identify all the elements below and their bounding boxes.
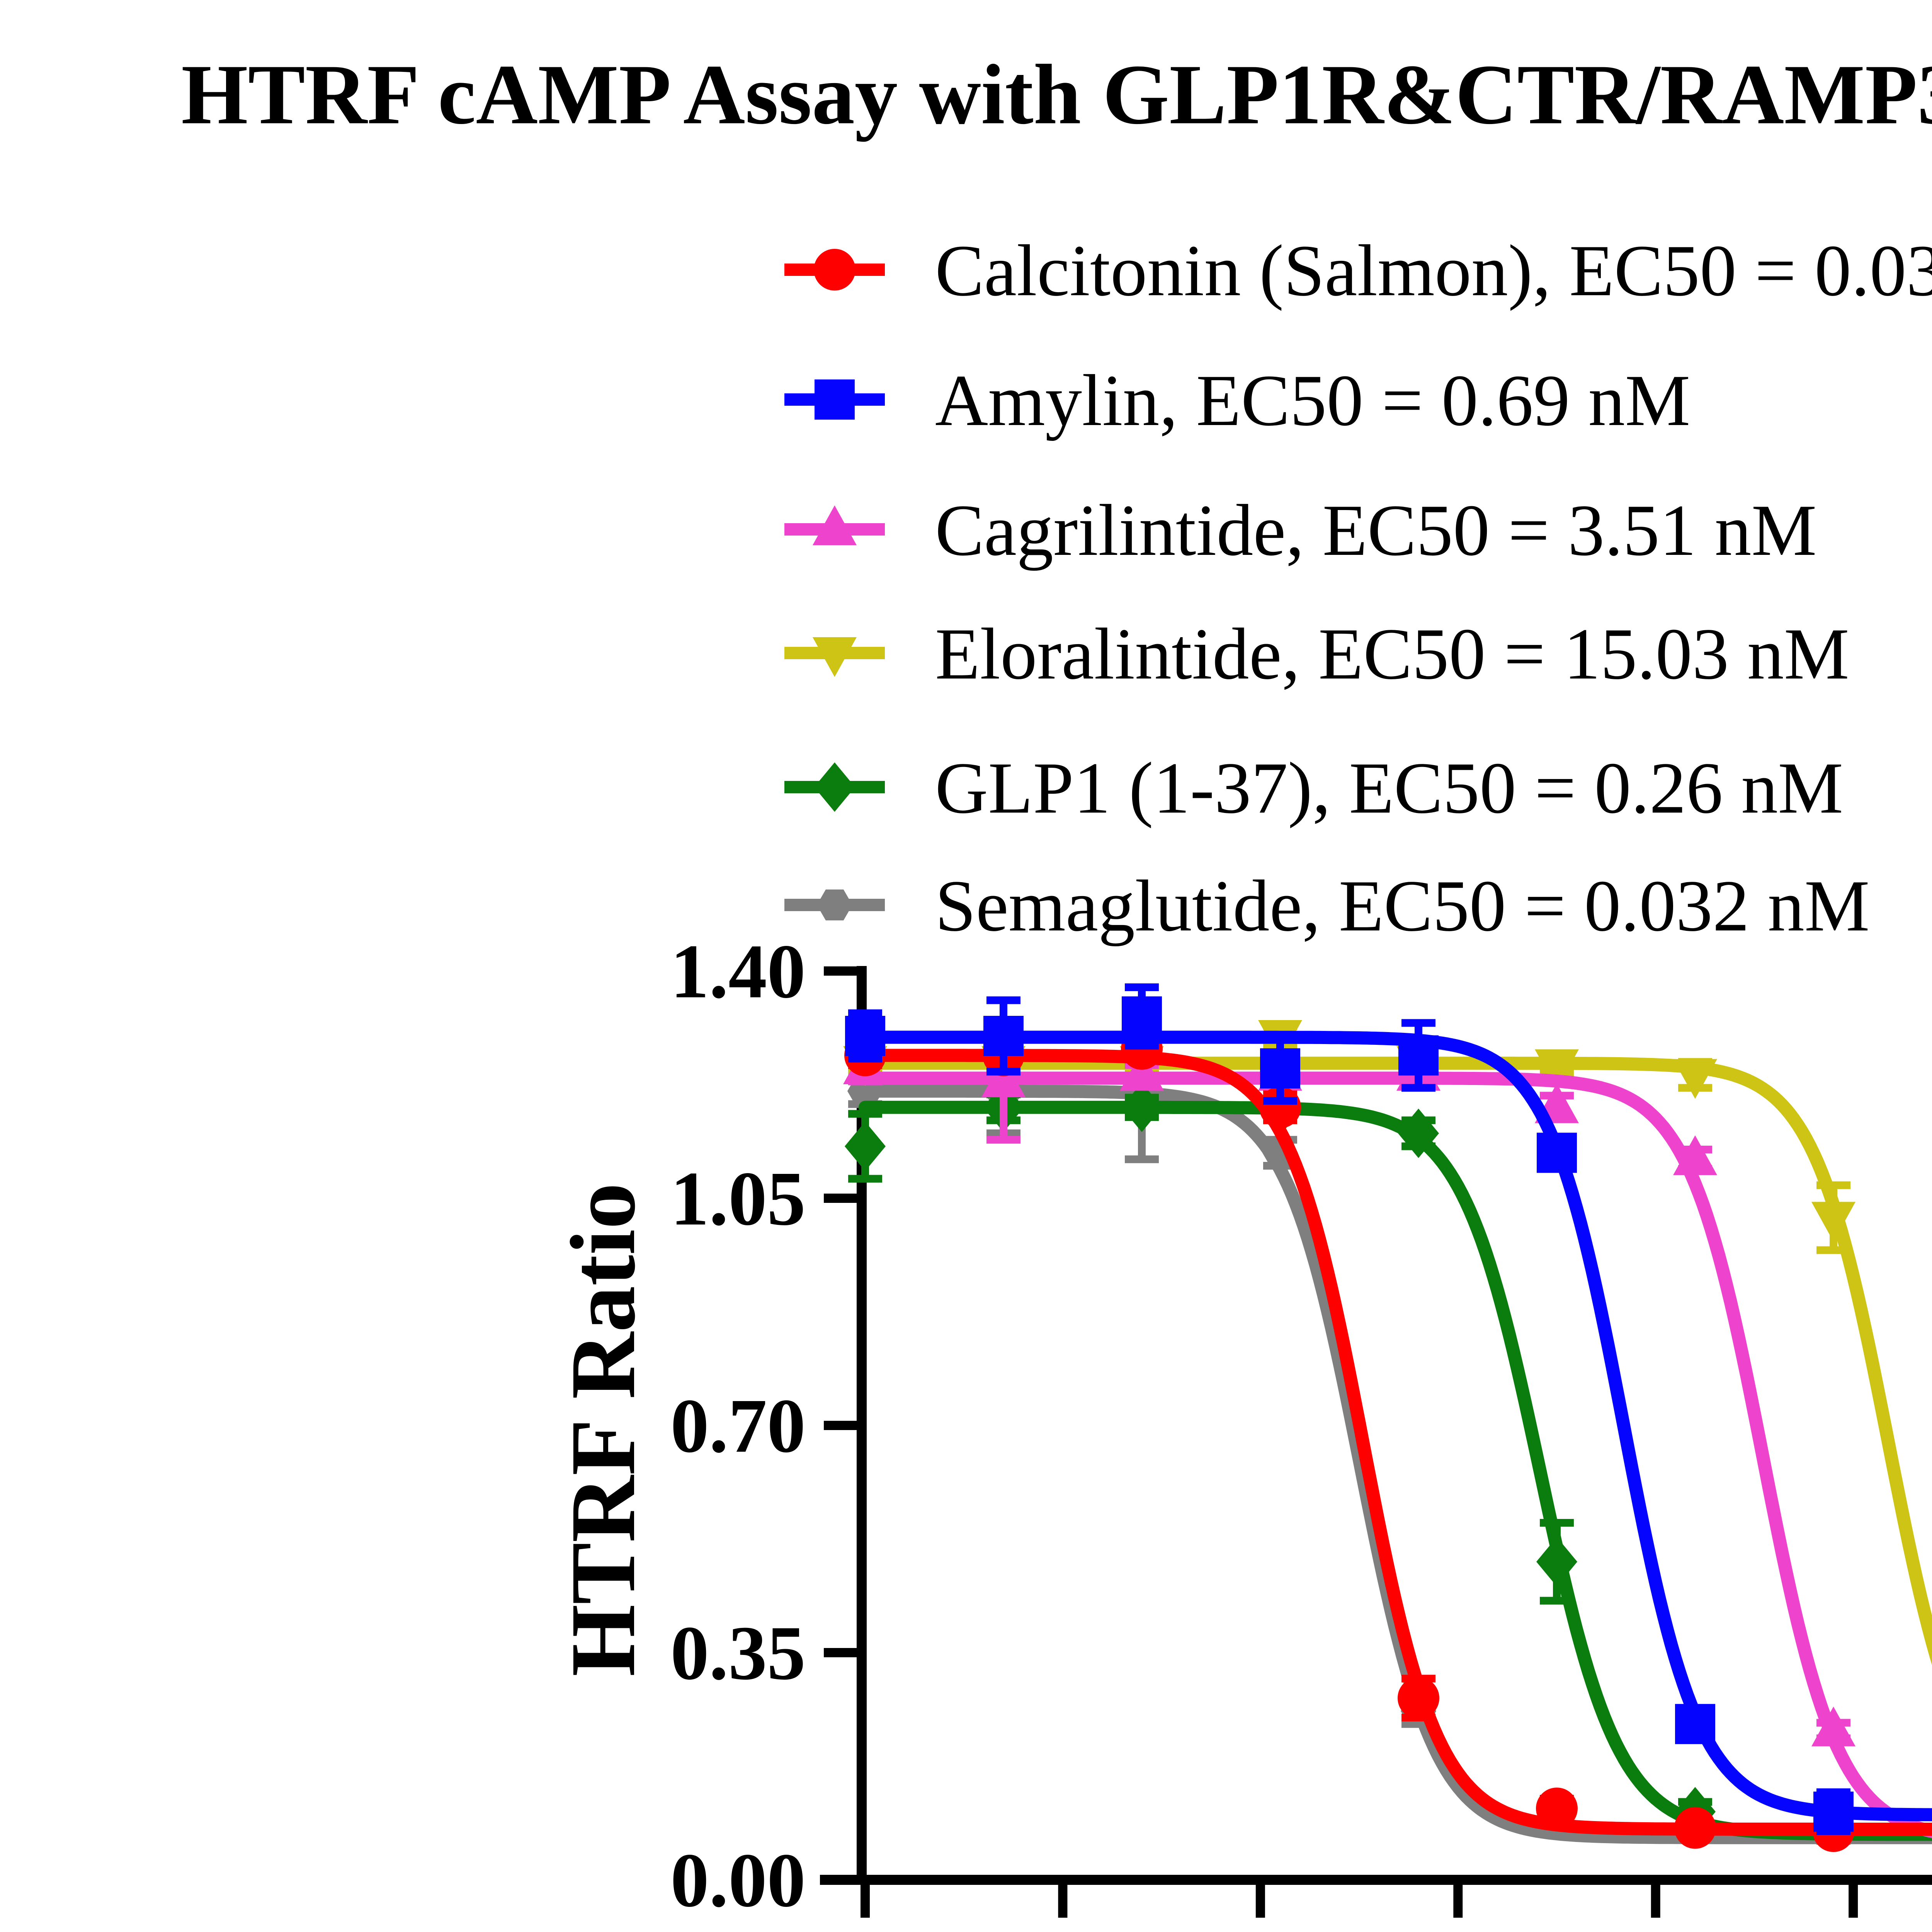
- data-point-marker-Calcitonin (Salmon): [1259, 1086, 1301, 1128]
- legend-marker-Semaglutide: [817, 889, 852, 920]
- y-tick-label: 0.35: [670, 1611, 806, 1696]
- data-point-marker-Amylin: [1398, 1035, 1439, 1076]
- x-tick: [1651, 1885, 1660, 1918]
- data-point-marker-GLP1 (1-37): [1121, 1082, 1162, 1132]
- x-tick: [1255, 1885, 1265, 1918]
- data-point-marker-Amylin: [845, 1016, 885, 1056]
- y-tick: [824, 1875, 857, 1884]
- y-tick-label: 1.40: [670, 929, 806, 1014]
- x-tick: [1058, 1885, 1068, 1918]
- data-point-marker-GLP1 (1-37): [1398, 1109, 1439, 1158]
- y-tick: [824, 966, 857, 976]
- data-point-marker-Cagrilintide: [1673, 1135, 1717, 1175]
- curve-Calcitonin (Salmon): [859, 1049, 1932, 1836]
- y-tick: [824, 1194, 857, 1203]
- data-point-marker-Calcitonin (Salmon): [1536, 1787, 1578, 1830]
- y-tick: [824, 1421, 857, 1430]
- y-tick-label: 0.70: [670, 1383, 806, 1469]
- x-tick: [1453, 1885, 1463, 1918]
- legend-marker-Eloralintide: [813, 637, 857, 677]
- legend-marker-GLP1 (1-37): [814, 762, 855, 812]
- y-tick-label: 0.00: [670, 1838, 806, 1923]
- data-point-marker-GLP1 (1-37): [1536, 1537, 1577, 1587]
- data-point-marker-Amylin: [1813, 1791, 1854, 1832]
- legend-marker-Amylin: [815, 379, 855, 420]
- data-point-marker-Eloralintide: [1811, 1202, 1855, 1242]
- curve-Eloralintide: [859, 1056, 1932, 1665]
- chart-title: HTRF cAMP Assay with GLP1R&CTR/RAMP3 Dua…: [181, 47, 1932, 142]
- data-point-marker-Cagrilintide: [1811, 1706, 1855, 1747]
- legend-label-Cagrilintide: Cagrilintide, EC50 = 3.51 nM: [935, 490, 1816, 571]
- curve-Cagrilintide: [859, 1071, 1932, 1838]
- data-point-marker-Calcitonin (Salmon): [1398, 1677, 1439, 1719]
- data-point-marker-Cagrilintide: [981, 1057, 1026, 1097]
- data-point-marker-Cagrilintide: [1120, 1051, 1164, 1091]
- y-tick-label: 1.05: [670, 1156, 806, 1242]
- data-point-marker-Amylin: [983, 1016, 1024, 1056]
- legend-label-Amylin: Amylin, EC50 = 0.69 nM: [935, 360, 1690, 441]
- data-point-marker-Eloralintide: [1673, 1059, 1717, 1099]
- legend-label-Calcitonin (Salmon): Calcitonin (Salmon), EC50 = 0.033 nM: [935, 230, 1932, 311]
- data-point-marker-Amylin: [1122, 996, 1162, 1037]
- legend-label-GLP1 (1-37): GLP1 (1-37), EC50 = 0.26 nM: [935, 748, 1843, 829]
- data-point-marker-Amylin: [1675, 1704, 1715, 1744]
- legend-marker-Calcitonin (Salmon): [814, 249, 855, 291]
- x-tick: [1849, 1885, 1858, 1918]
- legend-label-Eloralintide: Eloralintide, EC50 = 15.03 nM: [935, 614, 1849, 695]
- legend-label-Semaglutide: Semaglutide, EC50 = 0.032 nM: [935, 866, 1870, 947]
- data-point-marker-Eloralintide: [1535, 1049, 1579, 1089]
- legend-marker-Cagrilintide: [813, 505, 857, 545]
- x-tick: [861, 1885, 870, 1918]
- y-tick: [824, 1648, 857, 1657]
- data-point-marker-GLP1 (1-37): [845, 1121, 886, 1171]
- x-axis-line: [820, 1875, 1932, 1885]
- curve-Semaglutide: [859, 1084, 1932, 1844]
- data-point-marker-Calcitonin (Salmon): [1674, 1807, 1716, 1849]
- data-point-marker-Amylin: [1537, 1133, 1577, 1173]
- data-point-marker-Amylin: [1260, 1048, 1300, 1088]
